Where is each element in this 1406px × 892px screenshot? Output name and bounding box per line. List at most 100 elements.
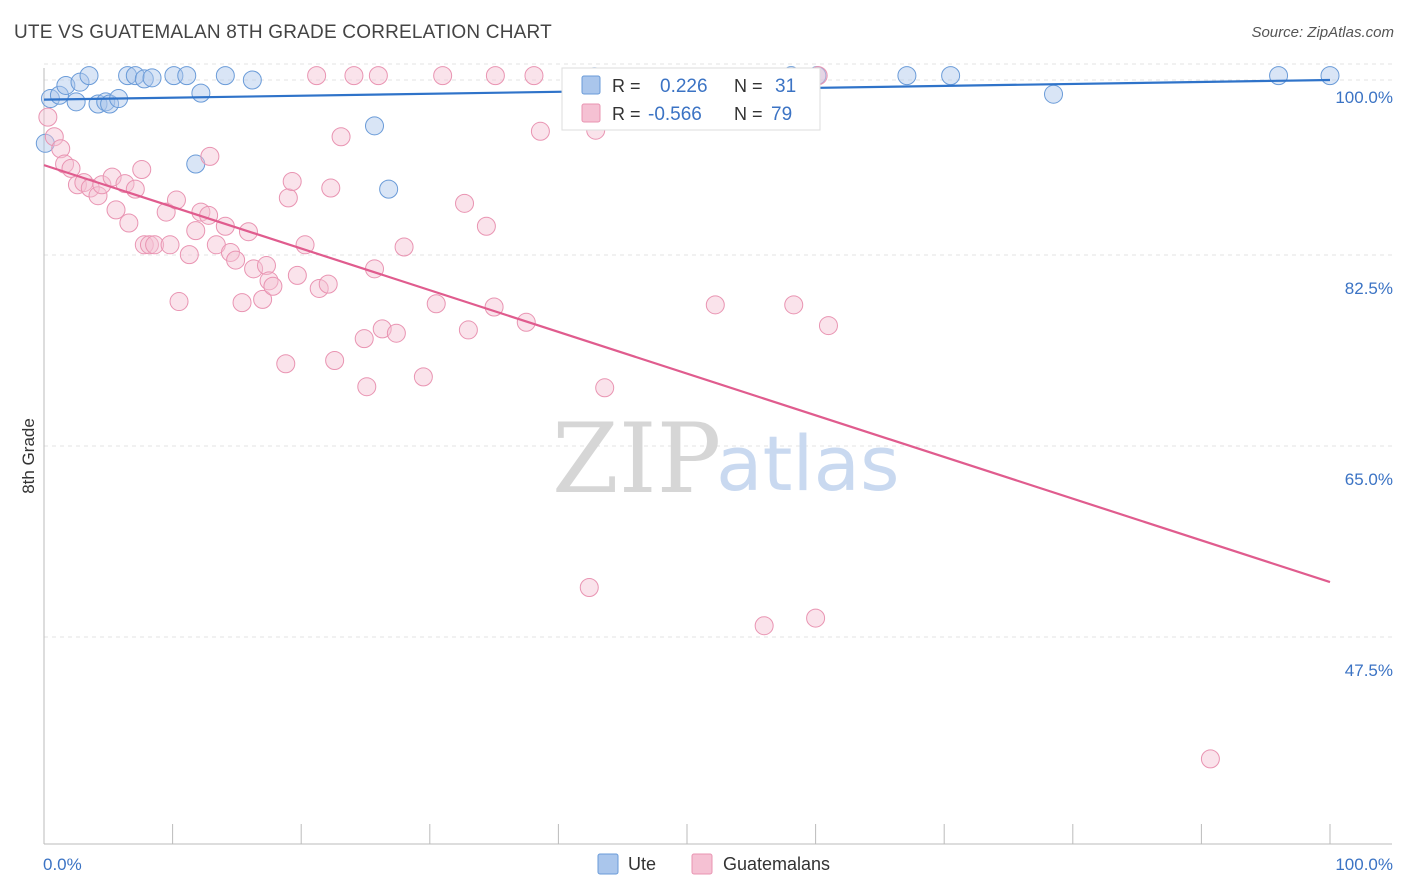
point-guatemalans-50 (357, 377, 377, 397)
point-guatemalans-54 (394, 237, 414, 257)
point-guatemalans-34 (244, 259, 264, 279)
point-guatemalans-75 (579, 578, 599, 598)
point-guatemalans-46 (321, 178, 341, 198)
point-ute-16 (191, 83, 211, 103)
point-guatemalans-67 (818, 316, 838, 336)
point-guatemalans-22 (169, 292, 189, 312)
point-ute-21 (379, 179, 399, 199)
point-ute-26 (941, 66, 961, 86)
legend-r-label-ute: R = (612, 76, 641, 96)
legend-n-value-guatemalans: 79 (771, 104, 792, 125)
point-ute-20 (365, 116, 385, 136)
point-guatemalans-73 (344, 66, 364, 86)
point-guatemalans-78 (1200, 749, 1220, 769)
series-legend-label-ute: Ute (628, 854, 656, 874)
point-guatemalans-74 (307, 66, 327, 86)
point-guatemalans-32 (232, 293, 252, 313)
trend-line-guatemalans (43, 164, 1331, 584)
point-guatemalans-13 (119, 213, 139, 233)
point-guatemalans-64 (595, 378, 615, 398)
point-ute-12 (134, 69, 154, 89)
legend-n-value-ute: 31 (775, 76, 796, 97)
point-ute-10 (118, 66, 138, 86)
gridlines (44, 63, 1392, 638)
point-guatemalans-37 (259, 271, 279, 291)
legend-n-label-ute: N = (734, 76, 763, 96)
x-ticks (43, 824, 1331, 844)
point-guatemalans-38 (263, 276, 283, 296)
point-guatemalans-48 (331, 127, 351, 147)
chart-title: UTE VS GUATEMALAN 8TH GRADE CORRELATION … (14, 22, 552, 43)
point-ute-4 (79, 66, 99, 86)
point-guatemalans-42 (287, 265, 307, 285)
point-guatemalans-52 (372, 319, 392, 339)
y-tick-labels: 100.0% 82.5% 65.0% 47.5% (1335, 88, 1393, 680)
point-ute-13 (142, 68, 162, 88)
point-guatemalans-70 (485, 66, 505, 86)
series-legend-label-guatemalans: Guatemalans (723, 854, 830, 874)
legend-r-value-ute: 0.226 (660, 76, 708, 97)
point-guatemalans-55 (413, 367, 433, 387)
point-guatemalans-44 (309, 278, 329, 298)
point-guatemalans-18 (145, 235, 165, 255)
point-guatemalans-69 (524, 66, 544, 86)
point-guatemalans-62 (530, 121, 550, 141)
point-guatemalans-8 (88, 186, 108, 206)
series-legend-swatch-ute (597, 853, 619, 875)
point-guatemalans-66 (784, 295, 804, 315)
point-ute-17 (215, 66, 235, 86)
point-guatemalans-2 (51, 139, 71, 159)
point-guatemalans-40 (278, 188, 298, 208)
point-ute-18 (242, 70, 262, 90)
point-guatemalans-23 (179, 245, 199, 265)
y-tick-label-0: 100.0% (1335, 88, 1393, 107)
point-guatemalans-76 (754, 616, 774, 636)
legend-swatch-guatemalans (581, 103, 601, 123)
point-guatemalans-27 (200, 146, 220, 166)
point-guatemalans-1 (44, 127, 64, 147)
y-tick-label-2: 65.0% (1345, 470, 1393, 489)
watermark-atlas: atlas (716, 419, 900, 508)
point-guatemalans-58 (458, 320, 478, 340)
point-guatemalans-77 (806, 608, 826, 628)
legend-swatch-ute (581, 75, 601, 95)
point-guatemalans-41 (282, 172, 302, 192)
legend-r-label-guatemalans: R = (612, 104, 641, 124)
point-guatemalans-24 (186, 221, 206, 241)
point-guatemalans-57 (455, 193, 475, 213)
point-guatemalans-16 (134, 235, 154, 255)
point-guatemalans-45 (318, 274, 338, 294)
point-ute-5 (66, 92, 86, 112)
x-tick-label-max: 100.0% (1335, 855, 1393, 874)
point-guatemalans-15 (132, 159, 152, 179)
point-guatemalans-12 (115, 174, 135, 194)
y-axis-label: 8th Grade (19, 418, 38, 494)
legend-r-value-guatemalans: -0.566 (648, 104, 702, 125)
point-guatemalans-11 (106, 200, 126, 220)
point-ute-27 (1044, 84, 1064, 104)
point-guatemalans-71 (433, 66, 453, 86)
legend-n-label-guatemalans: N = (734, 104, 763, 124)
point-guatemalans-65 (705, 295, 725, 315)
stats-legend: R = 0.226 N = 31 R = -0.566 N = 79 (561, 67, 821, 131)
point-guatemalans-31 (226, 250, 246, 270)
chart-source: Source: ZipAtlas.com (1251, 24, 1394, 41)
point-guatemalans-59 (476, 216, 496, 236)
point-guatemalans-47 (325, 350, 345, 370)
point-ute-2 (56, 75, 76, 95)
point-guatemalans-17 (139, 235, 159, 255)
point-guatemalans-49 (354, 329, 374, 349)
stats-legend-box (561, 67, 821, 131)
point-guatemalans-53 (386, 323, 406, 343)
point-guatemalans-72 (368, 66, 388, 86)
point-ute-25 (897, 66, 917, 86)
y-tick-label-1: 82.5% (1345, 279, 1393, 298)
point-guatemalans-56 (426, 294, 446, 314)
point-guatemalans-0 (38, 107, 58, 127)
point-guatemalans-35 (253, 289, 273, 309)
x-tick-label-min: 0.0% (43, 855, 82, 874)
series-legend-swatch-guatemalans (691, 853, 713, 875)
point-guatemalans-36 (256, 256, 276, 276)
series-legend: Ute Guatemalans (597, 853, 830, 875)
